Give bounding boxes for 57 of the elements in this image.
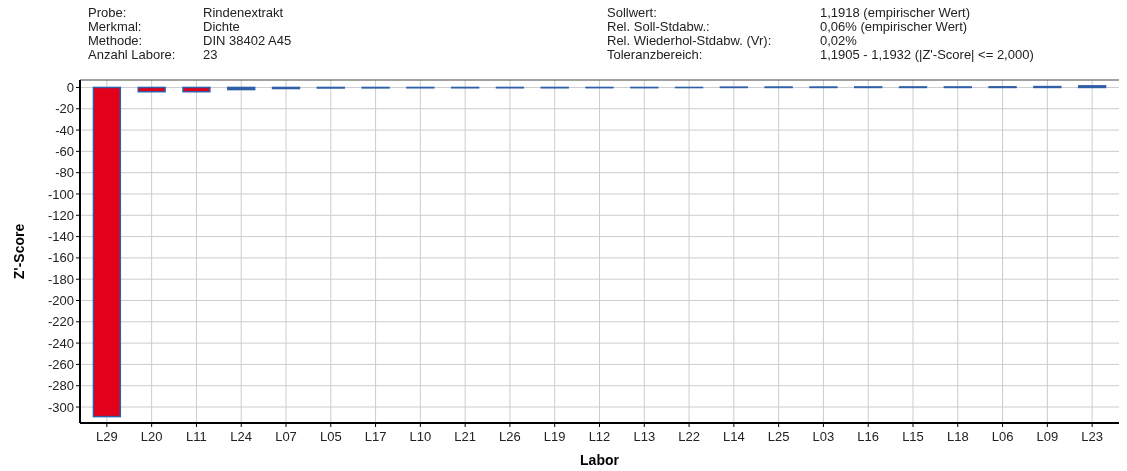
x-tick-label: L16 <box>857 429 880 444</box>
text: Rel. Wiederhol-Stdabw. (Vr): <box>607 33 772 48</box>
x-tick-label: L22 <box>678 429 700 444</box>
x-tick-label: L13 <box>633 429 656 444</box>
x-tick-label: L25 <box>767 429 790 444</box>
text: Methode: <box>88 33 143 48</box>
y-tick-label: -220 <box>47 314 74 330</box>
x-axis-title: Labor <box>580 452 620 468</box>
x-tick-label: L29 <box>96 429 118 444</box>
y-tick-label: -20 <box>55 101 74 117</box>
x-tick-label: L23 <box>1081 429 1103 444</box>
text: Rel. Soll-Stdabw.: <box>607 19 710 34</box>
y-tick-label: -140 <box>47 229 74 245</box>
text: Merkmal: <box>88 19 142 34</box>
x-tick-label: L26 <box>499 429 521 444</box>
y-axis-title: Z'-Score <box>11 223 27 280</box>
text: 1,1918 (empirischer Wert) <box>820 5 971 20</box>
x-tick-label: L19 <box>543 429 566 444</box>
y-tick-label: 0 <box>66 80 74 96</box>
x-tick-label: L20 <box>140 429 163 444</box>
y-tick-label: -200 <box>47 293 74 309</box>
x-tick-label: L14 <box>723 429 745 444</box>
text: Sollwert: <box>607 5 657 20</box>
text: 1,1905 - 1,1932 (|Z'-Score| <= 2,000) <box>820 47 1034 62</box>
x-tick-label: L18 <box>946 429 969 444</box>
x-tick-label: L21 <box>454 429 476 444</box>
x-tick-label: L10 <box>409 429 432 444</box>
text: Toleranzbereich: <box>607 47 703 62</box>
x-tick-label: L17 <box>364 429 387 444</box>
y-tick-label: -160 <box>47 250 74 266</box>
x-tick-label: L05 <box>319 429 342 444</box>
x-tick-label: L11 <box>186 429 207 444</box>
y-tick-label: -180 <box>47 271 74 287</box>
y-tick-label: -240 <box>47 335 74 351</box>
x-tick-label: L09 <box>1036 429 1059 444</box>
y-tick-label: -300 <box>47 399 74 415</box>
text: DIN 38402 A45 <box>203 33 292 48</box>
text: 0,02% <box>820 33 858 48</box>
x-tick-label: L07 <box>275 429 297 444</box>
y-tick-label: -60 <box>55 143 74 159</box>
x-tick-label: L12 <box>588 429 611 444</box>
y-tick-label: -80 <box>55 165 74 181</box>
text: Dichte <box>203 19 240 34</box>
x-tick-label: L03 <box>812 429 835 444</box>
y-tick-label: -40 <box>55 122 74 138</box>
text: Probe: <box>88 5 127 20</box>
y-tick-label: -100 <box>47 186 74 202</box>
y-tick-label: -260 <box>47 356 74 372</box>
text: Rindenextrakt <box>203 5 284 20</box>
text: 0,06% (empirischer Wert) <box>820 19 968 34</box>
y-tick-label: -280 <box>47 378 74 394</box>
text: 23 <box>203 47 218 62</box>
text: Anzahl Labore: <box>88 47 176 62</box>
y-tick-label: -120 <box>47 207 74 223</box>
x-tick-label: L24 <box>230 429 253 444</box>
x-tick-label: L15 <box>902 429 924 444</box>
x-tick-label: L06 <box>991 429 1014 444</box>
